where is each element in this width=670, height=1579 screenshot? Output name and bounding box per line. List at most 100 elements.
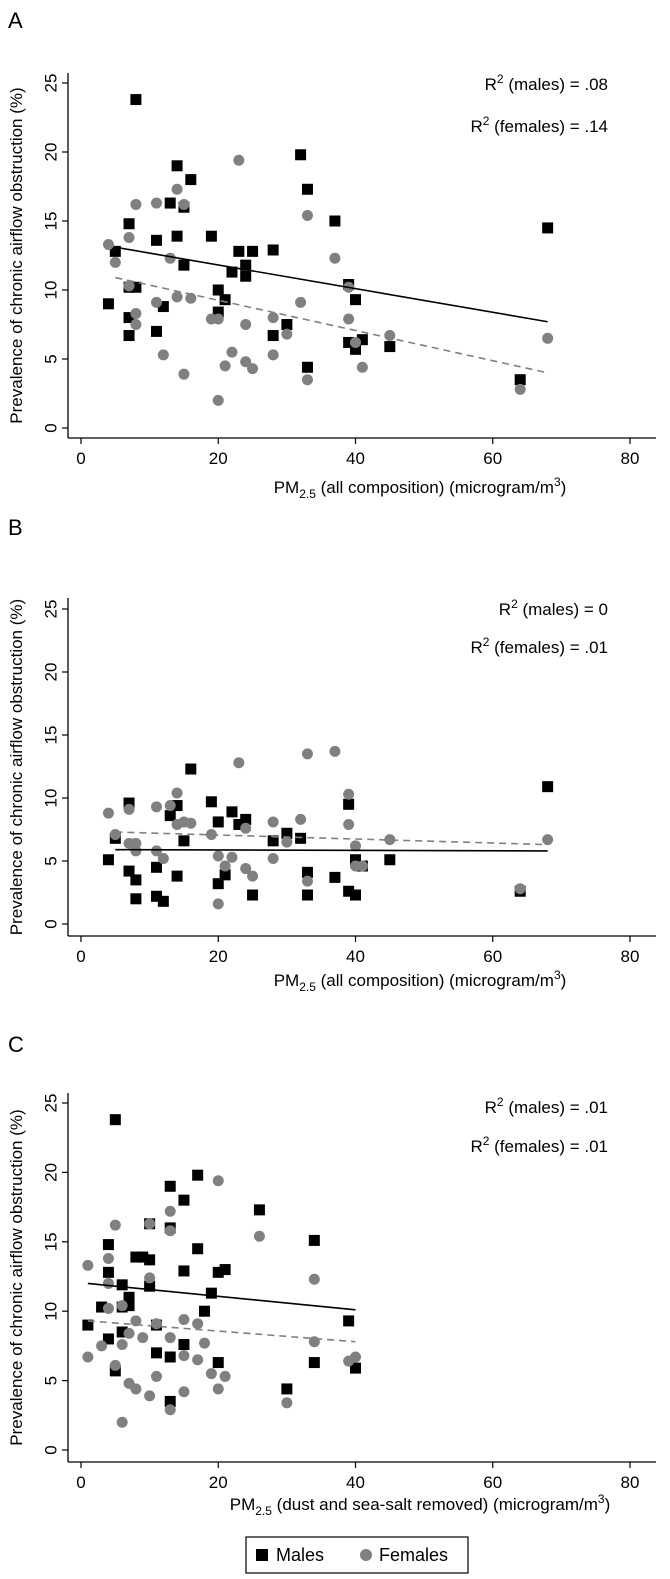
male-point bbox=[130, 893, 142, 905]
r2-females-label: R2 (females) = .14 bbox=[470, 114, 608, 136]
male-point bbox=[137, 1251, 149, 1263]
r2-females-label-suffix: (females) = .01 bbox=[489, 638, 608, 657]
male-point bbox=[102, 1266, 114, 1278]
female-point bbox=[82, 1259, 94, 1271]
male-point bbox=[109, 245, 121, 257]
x-axis-title-main: PM bbox=[274, 478, 300, 497]
male-point bbox=[308, 1357, 320, 1369]
male-point bbox=[199, 1305, 211, 1317]
male-point bbox=[350, 294, 361, 306]
male-point bbox=[343, 336, 355, 348]
male-point bbox=[343, 1315, 355, 1327]
female-point bbox=[185, 817, 197, 829]
female-point bbox=[329, 745, 341, 757]
female-point bbox=[171, 183, 183, 195]
female-point bbox=[130, 319, 142, 330]
x-axis-title: PM2.5 (all composition) (microgram/m3) bbox=[274, 475, 567, 501]
female-point bbox=[157, 852, 169, 864]
female-point bbox=[240, 822, 252, 834]
female-point bbox=[164, 800, 176, 812]
female-point bbox=[267, 816, 279, 828]
male-point bbox=[350, 889, 361, 901]
female-point bbox=[212, 1383, 224, 1395]
male-point bbox=[542, 222, 554, 234]
male-point bbox=[240, 270, 252, 282]
male-point bbox=[157, 301, 169, 313]
r2-males-label: R2 (males) = 0 bbox=[499, 597, 608, 619]
male-fit-line bbox=[87, 1282, 356, 1311]
male-point bbox=[212, 1357, 224, 1369]
female-point bbox=[247, 363, 259, 375]
r2-females-label-sup: 2 bbox=[483, 635, 490, 649]
male-point bbox=[356, 334, 368, 346]
male-point bbox=[130, 281, 142, 293]
y-tick-label: 5 bbox=[41, 1376, 60, 1385]
r2-males-label-sup: 2 bbox=[497, 72, 504, 86]
female-point bbox=[116, 1339, 128, 1351]
male-point bbox=[144, 1254, 156, 1266]
male-point bbox=[164, 1180, 176, 1192]
female-point bbox=[123, 1327, 135, 1339]
female-point bbox=[295, 296, 307, 308]
y-axis-title: Prevalence of chronic airflow obstructio… bbox=[7, 1109, 26, 1445]
female-point bbox=[150, 1370, 162, 1382]
male-point bbox=[384, 854, 396, 866]
r2-females-label: R2 (females) = .01 bbox=[470, 1134, 608, 1156]
panel-a: A 0 5 10 15 20 25 0 20 40 60 80 Prevalence of chroni… bbox=[7, 8, 656, 501]
female-point bbox=[102, 1252, 114, 1264]
female-point bbox=[137, 1332, 149, 1344]
male-point bbox=[240, 259, 252, 271]
male-point bbox=[178, 259, 190, 271]
x-tick-label: 20 bbox=[209, 1473, 228, 1492]
y-tick-label: 10 bbox=[41, 789, 60, 808]
female-point bbox=[144, 1272, 156, 1284]
male-point bbox=[82, 1319, 94, 1331]
male-point bbox=[233, 818, 245, 830]
x-axis-title-sub: 2.5 bbox=[299, 980, 316, 994]
female-point bbox=[130, 198, 142, 210]
female-point bbox=[109, 1219, 121, 1231]
female-point bbox=[343, 313, 355, 325]
male-point bbox=[514, 374, 526, 386]
r2-females-label-prefix: R bbox=[470, 1137, 482, 1156]
female-point bbox=[164, 1404, 176, 1416]
series-females bbox=[102, 154, 554, 406]
female-point bbox=[350, 840, 361, 852]
female-point bbox=[212, 898, 224, 910]
female-point bbox=[178, 1386, 190, 1398]
male-point bbox=[178, 1265, 190, 1277]
female-point bbox=[247, 870, 259, 882]
x-axis-title-sub: 2.5 bbox=[255, 1504, 272, 1518]
x-axis-title-rest: (all composition) (microgram/m bbox=[316, 478, 554, 497]
female-point bbox=[301, 748, 313, 760]
r2-males-label-suffix: (males) = 0 bbox=[518, 600, 608, 619]
female-point bbox=[308, 1336, 320, 1348]
male-point bbox=[295, 149, 307, 161]
male-point bbox=[164, 197, 176, 209]
male-point bbox=[212, 306, 224, 318]
female-point bbox=[116, 1416, 128, 1428]
x-axis-title: PM2.5 (all composition) (microgram/m3) bbox=[274, 968, 567, 994]
male-point bbox=[130, 94, 142, 106]
female-point bbox=[102, 1302, 114, 1314]
male-point bbox=[343, 798, 355, 810]
y-tick-label: 25 bbox=[41, 1094, 60, 1113]
male-point bbox=[301, 866, 313, 878]
female-point bbox=[226, 346, 238, 358]
female-point bbox=[164, 1332, 176, 1344]
female-point bbox=[102, 1277, 114, 1289]
panel-letter: B bbox=[8, 515, 23, 540]
x-tick-label: 0 bbox=[76, 449, 85, 468]
female-point bbox=[542, 834, 554, 846]
male-point bbox=[123, 330, 135, 342]
male-point bbox=[171, 160, 183, 172]
male-point bbox=[150, 234, 162, 246]
male-point bbox=[219, 1264, 231, 1276]
female-point bbox=[384, 330, 396, 342]
x-axis-title-sub: 2.5 bbox=[299, 487, 316, 501]
male-point bbox=[109, 1365, 121, 1377]
male-point bbox=[267, 244, 279, 256]
male-point bbox=[144, 1280, 156, 1292]
female-point bbox=[164, 1205, 176, 1217]
female-point bbox=[178, 368, 190, 380]
